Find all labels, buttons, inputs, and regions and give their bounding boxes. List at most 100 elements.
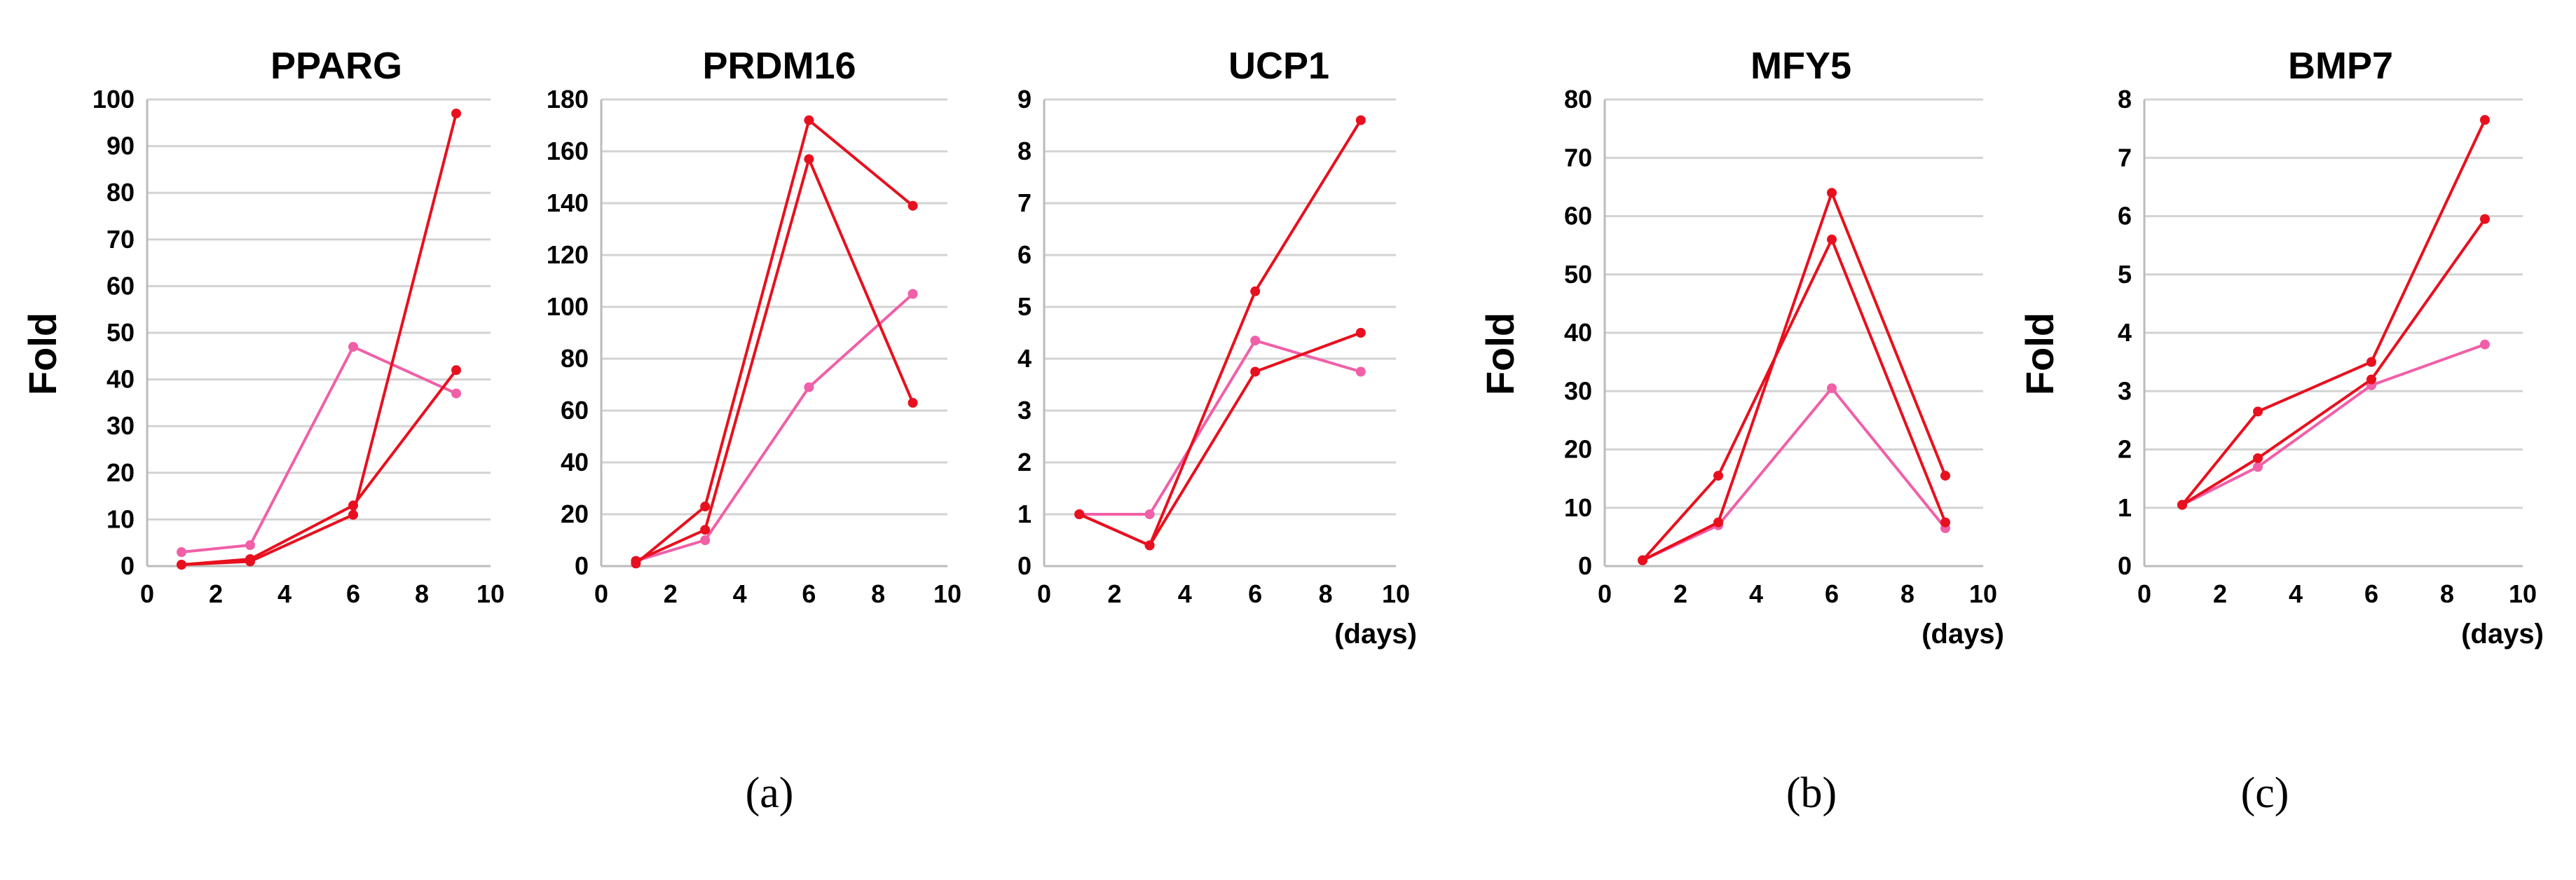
- series-line-pink: [2181, 343, 2486, 507]
- data-point-pink: [1250, 336, 1261, 346]
- data-point-pink: [804, 382, 814, 392]
- data-point-pink: [2253, 462, 2263, 472]
- y-tick-label: 30: [1564, 376, 1592, 405]
- data-point-red-1: [700, 501, 711, 511]
- y-tick-label: 100: [547, 292, 589, 321]
- y-tick-label: 9: [1018, 85, 1032, 114]
- x-axis-label: (days): [1334, 619, 1417, 649]
- data-point-red-1: [804, 115, 814, 125]
- data-point-pink: [348, 341, 358, 352]
- y-tick-label: 60: [561, 396, 589, 425]
- series-line-red-2: [1642, 191, 1947, 562]
- x-tick-label: 4: [278, 579, 292, 608]
- data-point-red-2: [804, 154, 814, 165]
- data-point-red-2: [348, 500, 358, 511]
- series-line-red-1: [181, 113, 458, 566]
- series-line-pink: [181, 345, 457, 554]
- y-tick-label: 7: [2118, 143, 2132, 172]
- data-point-red-2: [907, 397, 918, 408]
- x-tick-label: 4: [1178, 579, 1192, 608]
- y-tick-label: 70: [107, 225, 135, 254]
- data-point-pink: [2480, 339, 2490, 350]
- y-tick-label: 2: [2118, 435, 2132, 464]
- data-point-red-2: [631, 556, 641, 566]
- x-tick-label: 2: [1673, 579, 1687, 608]
- y-tick-label: 0: [121, 551, 135, 580]
- series-line-red-2: [635, 158, 914, 563]
- y-tick-label: 50: [107, 318, 135, 347]
- y-tick-label: 20: [1564, 435, 1592, 464]
- data-point-red-1: [2366, 357, 2376, 367]
- y-axis-label: Fold: [20, 312, 64, 395]
- data-point-red-2: [245, 554, 255, 565]
- x-tick-label: 6: [2364, 579, 2378, 608]
- x-tick-label: 6: [1825, 579, 1839, 608]
- data-point-pink: [907, 289, 918, 299]
- y-tick-label: 60: [107, 271, 135, 300]
- y-tick-label: 160: [547, 137, 589, 165]
- y-tick-label: 10: [107, 504, 135, 533]
- data-point-red-2: [1713, 517, 1723, 528]
- data-point-pink: [177, 547, 186, 558]
- x-tick-label: 4: [733, 579, 747, 608]
- y-tick-label: 50: [1564, 260, 1592, 289]
- y-tick-label: 40: [107, 365, 135, 394]
- panel-label-a: (a): [746, 769, 794, 817]
- chart-mfy5: 0 10 20 30 40 50 60 70 80 0 2 4 6 8 10 MFY5 Fold (days): [1478, 45, 2004, 649]
- data-point-red-1: [1940, 517, 1950, 528]
- data-point-red-1: [1827, 234, 1837, 245]
- data-point-red-1: [907, 200, 918, 211]
- y-tick-label: 60: [1564, 202, 1592, 231]
- y-tick-label: 3: [2118, 376, 2132, 405]
- chart-prdm16: 0 20 40 60 80 100 120 140 160 180 0 2 4 6 8 10 PRDM16: [547, 45, 961, 608]
- x-tick-label: 0: [2137, 579, 2151, 608]
- data-point-pink: [1827, 383, 1837, 394]
- y-tick-label: 80: [561, 344, 589, 373]
- chart-title: PRDM16: [702, 45, 856, 87]
- y-tick-label: 80: [107, 178, 135, 207]
- x-tick-label: 8: [871, 579, 885, 608]
- series-line-pink: [635, 293, 914, 563]
- data-point-red-2: [1827, 188, 1837, 198]
- y-tick-label: 90: [107, 132, 135, 160]
- data-point-red-2: [1638, 555, 1647, 565]
- data-point-pink: [451, 388, 461, 399]
- y-tick-label: 6: [2118, 202, 2132, 231]
- y-tick-label: 5: [2118, 260, 2132, 289]
- x-tick-label: 2: [664, 579, 678, 608]
- series-line-red-1: [1078, 119, 1362, 547]
- x-tick-label: 4: [1749, 579, 1763, 608]
- chart-title: MFY5: [1751, 45, 1851, 87]
- y-tick-label: 0: [1578, 551, 1592, 580]
- x-tick-label: 6: [802, 579, 816, 608]
- x-tick-label: 2: [2213, 579, 2227, 608]
- data-point-red-2: [2366, 374, 2376, 385]
- y-tick-label: 70: [1564, 143, 1592, 172]
- y-tick-label: 8: [1018, 137, 1032, 165]
- data-point-red-1: [1355, 115, 1366, 125]
- x-tick-label: 0: [1037, 579, 1051, 608]
- y-tick-label: 4: [1018, 344, 1032, 373]
- chart-title: BMP7: [2288, 45, 2393, 87]
- data-point-red-1: [2480, 115, 2490, 125]
- y-tick-label: 3: [1018, 396, 1032, 425]
- data-point-red-2: [1250, 366, 1261, 377]
- chart-bmp7: 0 1 2 3 4 5 6 7 8 0 2 4 6 8 10 BMP7 Fold (days): [2017, 45, 2544, 649]
- series-line-pink: [1642, 387, 1947, 562]
- x-axis-label: (days): [2461, 619, 2544, 649]
- y-tick-label: 0: [1018, 551, 1032, 580]
- x-tick-label: 0: [140, 579, 154, 608]
- y-tick-label: 80: [1564, 85, 1592, 114]
- panel-label-c: (c): [2241, 769, 2289, 817]
- y-axis-label: Fold: [1478, 312, 1522, 395]
- data-point-red-2: [2480, 214, 2490, 224]
- y-tick-label: 2: [1018, 448, 1032, 476]
- panel-label-b: (b): [1786, 769, 1837, 817]
- data-point-red-2: [1355, 328, 1366, 338]
- data-point-red-1: [451, 108, 461, 118]
- x-tick-label: 10: [2509, 579, 2537, 608]
- y-tick-label: 20: [561, 500, 589, 528]
- y-tick-label: 20: [107, 458, 135, 487]
- chart-title: UCP1: [1228, 45, 1329, 87]
